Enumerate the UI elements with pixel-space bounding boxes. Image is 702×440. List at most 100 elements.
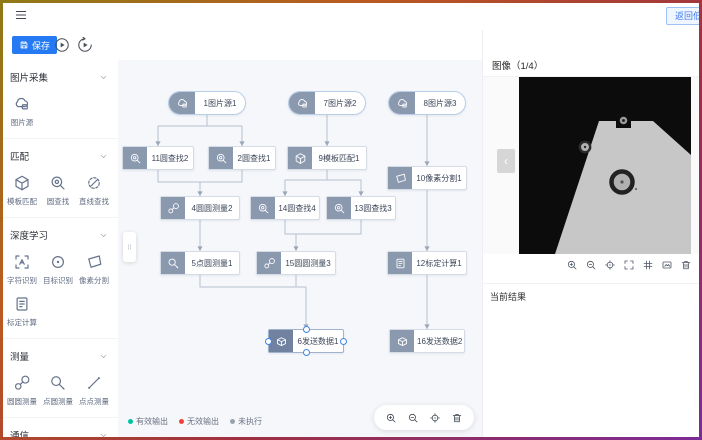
segment-icon — [85, 253, 103, 271]
top-header: 返回低代 — [0, 0, 702, 31]
node-label: 5点圆测量1 — [191, 258, 233, 268]
node-label: 7图片源2 — [323, 98, 357, 108]
grid-icon[interactable] — [642, 259, 654, 271]
send-box-icon — [390, 330, 414, 352]
section-header[interactable]: 图片采集 — [0, 65, 118, 86]
measure-pp-icon — [85, 374, 103, 392]
chevron-down-icon — [99, 352, 108, 361]
back-to-lowcode-button[interactable]: 返回低代 — [666, 7, 702, 25]
flow-node[interactable]: 12标定计算1 — [387, 251, 467, 275]
node-label: 9模板匹配1 — [318, 153, 360, 163]
legend-item: 无效输出 — [179, 416, 219, 427]
section-header[interactable]: 通信 — [0, 423, 118, 440]
section-title: 匹配 — [10, 152, 30, 163]
tool-item[interactable]: 目标识别 — [40, 253, 76, 286]
flow-node[interactable]: 10像素分割1 — [387, 166, 467, 190]
section-header[interactable]: 匹配 — [0, 144, 118, 165]
flow-canvas[interactable]: 1图片源1 7图片源2 8图片源3 11圆查找2 2圆查找1 9模板匹配1 10… — [118, 60, 482, 440]
sidebar-section: 深度学习 字符识别 目标识别 像素分割 标定计算 — [0, 218, 118, 339]
flow-node[interactable]: 5点圆测量1 — [160, 251, 240, 275]
selection-handle[interactable] — [265, 338, 272, 345]
section-header[interactable]: 测量 — [0, 344, 118, 365]
section-title: 测量 — [10, 352, 30, 363]
tool-label: 像素分割 — [79, 276, 109, 285]
tool-item[interactable]: 字符识别 — [4, 253, 40, 286]
prev-image-button[interactable]: ‹ — [497, 149, 515, 173]
tool-item[interactable]: 圆查找 — [40, 174, 76, 207]
locate-icon[interactable] — [429, 412, 441, 424]
tool-item[interactable]: 模板匹配 — [4, 174, 40, 207]
play-icon — [53, 36, 71, 54]
tool-item[interactable]: 点点测量 — [76, 374, 112, 407]
tool-item[interactable]: 直线查找 — [76, 174, 112, 207]
selection-handle[interactable] — [303, 326, 310, 333]
tool-item[interactable]: 圆圆测量 — [4, 374, 40, 407]
flow-node[interactable]: 15圆圆测量3 — [256, 251, 336, 275]
measure-cc-icon — [257, 252, 281, 274]
tool-item[interactable]: 标定计算 — [4, 295, 40, 328]
flow-node[interactable]: 4圆圆测量2 — [160, 196, 240, 220]
measure-pc-icon — [49, 374, 67, 392]
cloud-image-icon — [389, 92, 415, 114]
measure-pc-icon — [161, 252, 185, 274]
flow-node[interactable]: 11圆查找2 — [122, 146, 194, 170]
tool-label: 圆查找 — [46, 197, 70, 206]
chevron-down-icon — [99, 73, 108, 82]
preview-title: 图像（1/4） — [492, 61, 544, 72]
ocr-icon — [13, 253, 31, 271]
node-label: 10像素分割1 — [416, 173, 462, 183]
locate-icon[interactable] — [604, 259, 616, 271]
drag-handle-icon — [125, 241, 134, 253]
zoom-in-icon[interactable] — [566, 259, 578, 271]
node-label: 15圆圆测量3 — [285, 258, 331, 268]
selection-handle[interactable] — [340, 338, 347, 345]
zoom-out-icon[interactable] — [407, 412, 419, 424]
tool-label: 标定计算 — [7, 318, 37, 327]
flow-node[interactable]: 14圆查找4 — [250, 196, 320, 220]
flow-node[interactable]: 2圆查找1 — [208, 146, 276, 170]
zoom-out-icon[interactable] — [585, 259, 597, 271]
tool-item[interactable]: 像素分割 — [76, 253, 112, 286]
node-label: 16发送数据2 — [417, 336, 463, 346]
tool-label: 直线查找 — [79, 197, 109, 206]
tool-item[interactable]: 图片源 — [4, 95, 40, 128]
section-title: 通信 — [10, 431, 30, 440]
section-header[interactable]: 深度学习 — [0, 223, 118, 244]
zoom-in-icon[interactable] — [385, 412, 397, 424]
divider — [483, 283, 702, 284]
selection-handle[interactable] — [303, 349, 310, 356]
run-once-button[interactable] — [76, 36, 94, 54]
sidebar-section: 测量 圆圆测量 点圆测量 点点测量 — [0, 339, 118, 418]
measure-cc-icon — [13, 374, 31, 392]
flow-node[interactable]: 6发送数据1 — [265, 326, 347, 356]
tool-item[interactable]: 点圆测量 — [40, 374, 76, 407]
flow-node[interactable]: 9模板匹配1 — [287, 146, 367, 170]
trash-icon[interactable] — [680, 259, 692, 271]
collapse-handle[interactable] — [123, 232, 136, 262]
chevron-down-icon — [99, 231, 108, 240]
circle-find-icon — [123, 147, 147, 169]
tool-label: 目标识别 — [43, 276, 73, 285]
fullscreen-icon[interactable] — [623, 259, 635, 271]
flow-node[interactable]: 16发送数据2 — [389, 329, 465, 353]
tool-label: 模板匹配 — [7, 197, 37, 206]
flow-node[interactable]: 1图片源1 — [168, 91, 246, 115]
cloud-image-icon — [169, 92, 195, 114]
flow-node[interactable]: 13圆查找3 — [326, 196, 396, 220]
status-legend: 有效输出 无效输出 未执行 — [128, 416, 262, 427]
calc-doc-icon — [13, 295, 31, 313]
save-view-icon[interactable] — [661, 259, 673, 271]
flow-node[interactable]: 8图片源3 — [388, 91, 466, 115]
run-button[interactable] — [53, 36, 71, 54]
save-button[interactable]: 保存 — [12, 36, 58, 54]
trash-icon[interactable] — [451, 412, 463, 424]
edge-layer — [155, 115, 430, 329]
menu-icon[interactable] — [14, 8, 28, 22]
preview-panel: 图像（1/4） ‹ 当前结果 — [482, 30, 702, 440]
flow-node[interactable]: 7图片源2 — [288, 91, 366, 115]
edit-toolbar: 保存 — [0, 30, 482, 61]
legend-item: 有效输出 — [128, 416, 168, 427]
cloud-image-icon — [289, 92, 315, 114]
tool-label: 图片源 — [10, 118, 34, 127]
sidebar-section: 通信 — [0, 418, 118, 440]
